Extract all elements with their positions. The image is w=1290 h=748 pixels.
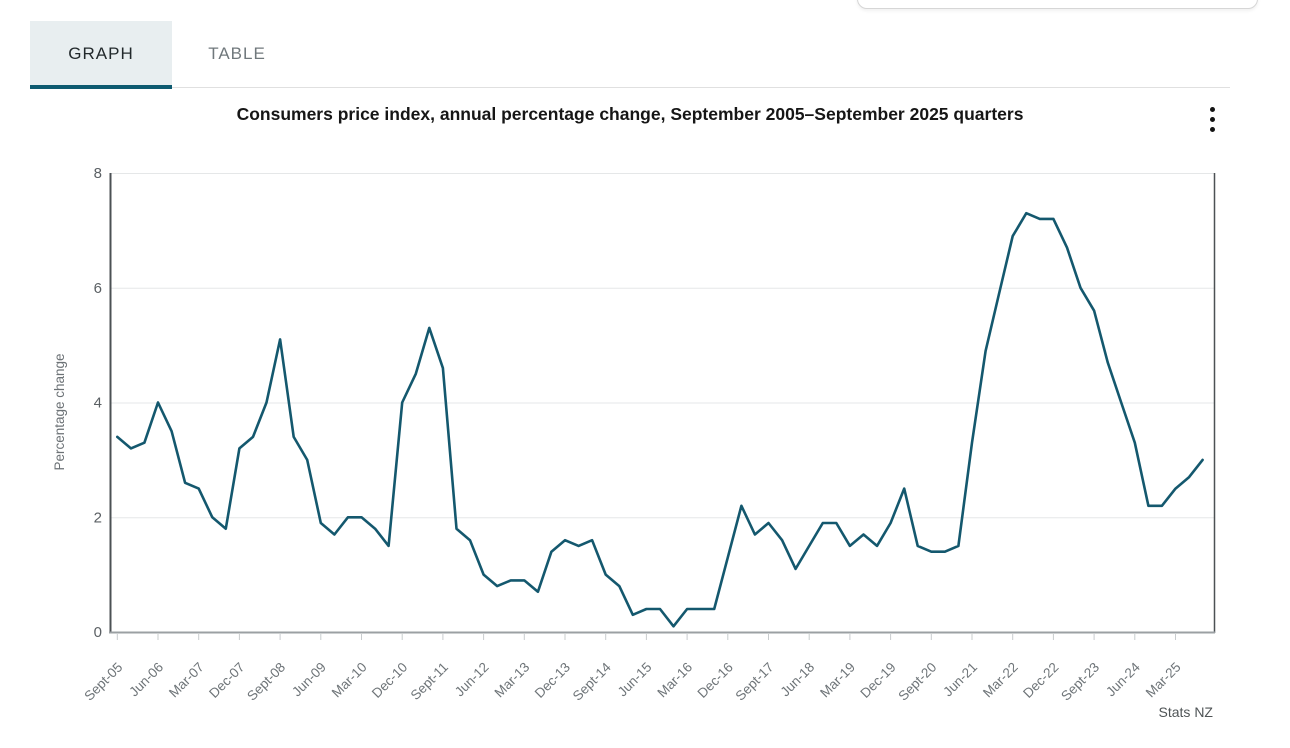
y-tick-label: 2 [94, 509, 102, 526]
tab-bar: GRAPH TABLE [30, 21, 1230, 89]
kebab-menu-icon [1209, 106, 1215, 112]
x-tick-label: Mar-16 [654, 660, 695, 701]
x-tick-label: Dec-16 [695, 660, 736, 701]
y-tick-label: 4 [94, 395, 102, 412]
y-axis-title: Percentage change [52, 353, 67, 470]
x-tick-label: Sept-20 [895, 660, 939, 704]
x-tick-label: Dec-19 [857, 660, 898, 701]
tab-graph[interactable]: GRAPH [30, 21, 172, 86]
x-tick-label: Jun-15 [615, 660, 655, 700]
y-tick-label: 6 [94, 280, 102, 297]
x-tick-label: Mar-13 [492, 660, 533, 701]
x-tick-label: Mar-22 [980, 660, 1021, 701]
x-tick-label: Jun-12 [452, 660, 492, 700]
y-tick-label: 8 [94, 165, 102, 182]
x-tick-label: Jun-18 [778, 660, 818, 700]
x-tick-label: Sept-08 [244, 660, 288, 704]
x-tick-label: Mar-07 [166, 660, 207, 701]
y-tick-label: 0 [94, 624, 102, 641]
x-tick-label: Mar-19 [817, 660, 858, 701]
x-tick-label: Dec-13 [532, 660, 573, 701]
x-tick-label: Sept-14 [570, 659, 614, 703]
cpi-line [116, 211, 1204, 628]
x-tick-label: Dec-22 [1020, 660, 1061, 701]
tab-bar-divider [30, 87, 1230, 88]
x-tick-label: Mar-25 [1143, 660, 1184, 701]
tab-table[interactable]: TABLE [172, 21, 302, 86]
x-tick-label: Sept-17 [733, 660, 777, 704]
x-tick-label: Jun-09 [289, 660, 329, 700]
chart-title: Consumers price index, annual percentage… [236, 104, 1024, 124]
x-tick-label: Mar-10 [329, 660, 370, 701]
tab-graph-label: GRAPH [68, 43, 134, 63]
plot-hover-area[interactable] [111, 173, 1214, 632]
x-tick-label: Jun-06 [126, 660, 166, 700]
x-tick-label: Dec-10 [369, 660, 410, 701]
x-tick-label: Sept-23 [1058, 660, 1102, 704]
source-label: Stats NZ [1158, 704, 1213, 720]
x-tick-label: Dec-07 [206, 660, 247, 701]
more-options-button[interactable] [1199, 102, 1225, 136]
x-tick-label: Sept-05 [81, 660, 125, 704]
active-tab-indicator [30, 85, 172, 89]
x-tick-label: Sept-11 [408, 660, 451, 703]
x-tick-label: Jun-21 [940, 660, 980, 700]
x-tick-label: Jun-24 [1103, 659, 1143, 699]
tab-table-label: TABLE [208, 43, 266, 63]
